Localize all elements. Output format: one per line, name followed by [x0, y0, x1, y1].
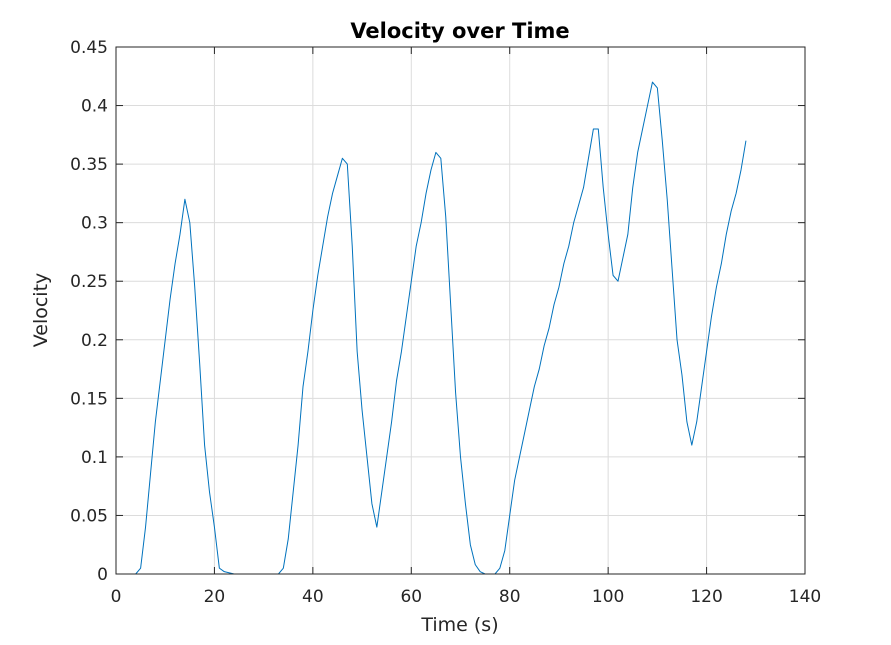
y-tick-label: 0.4 — [81, 97, 108, 117]
x-tick-label: 0 — [111, 587, 122, 607]
y-tick-label: 0.45 — [70, 38, 108, 58]
x-tick-label: 20 — [204, 587, 226, 607]
y-tick-labels: 0 0.05 0.1 0.15 0.2 0.25 0.3 0.35 0.4 0.45 — [70, 38, 108, 585]
y-tick-label: 0.3 — [81, 214, 108, 234]
y-tick-label: 0 — [97, 565, 108, 585]
y-tick-label: 0.05 — [70, 506, 108, 526]
x-tick-label: 120 — [690, 587, 722, 607]
y-tick-label: 0.35 — [70, 155, 108, 175]
x-axis-label: Time (s) — [420, 614, 498, 636]
y-tick-label: 0.25 — [70, 272, 108, 292]
x-tick-label: 140 — [789, 587, 821, 607]
y-tick-label: 0.2 — [81, 331, 108, 351]
x-tick-label: 40 — [302, 587, 324, 607]
y-axis-label: Velocity — [30, 273, 52, 348]
x-tick-label: 60 — [400, 587, 422, 607]
x-tick-label: 100 — [592, 587, 624, 607]
x-tick-label: 80 — [499, 587, 521, 607]
tick-layer — [115, 46, 806, 575]
y-tick-label: 0.1 — [81, 448, 108, 468]
chart-title: Velocity over Time — [350, 19, 569, 43]
x-tick-labels: 0 20 40 60 80 100 120 140 — [111, 587, 822, 607]
y-tick-label: 0.15 — [70, 389, 108, 409]
plot-frame — [115, 46, 806, 575]
